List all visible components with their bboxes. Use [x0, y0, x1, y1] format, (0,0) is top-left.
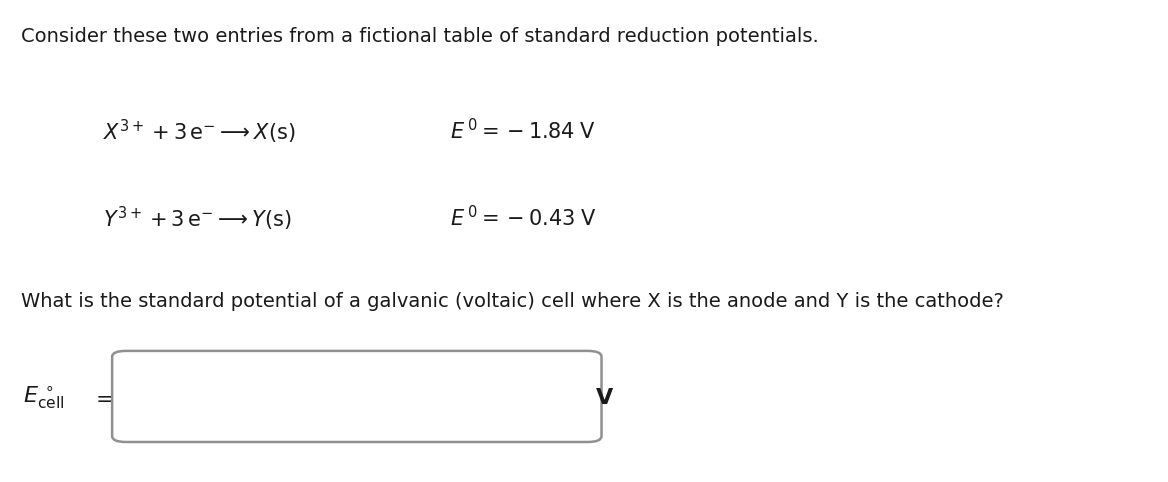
Text: $X^{3+} + 3\,\mathrm{e}^{-} \longrightarrow X\mathrm{(s)}$: $X^{3+} + 3\,\mathrm{e}^{-} \longrightar…: [103, 118, 296, 147]
Text: $E^{\,\circ}_{\mathrm{cell}}$: $E^{\,\circ}_{\mathrm{cell}}$: [23, 384, 65, 411]
Text: $=$: $=$: [91, 388, 113, 408]
FancyBboxPatch shape: [112, 351, 602, 442]
Text: $E^{\,0} = -0.43\;\mathrm{V}$: $E^{\,0} = -0.43\;\mathrm{V}$: [450, 205, 596, 230]
Text: $Y^{3+} + 3\,\mathrm{e}^{-} \longrightarrow Y\mathrm{(s)}$: $Y^{3+} + 3\,\mathrm{e}^{-} \longrightar…: [103, 205, 291, 233]
Text: V: V: [596, 388, 613, 408]
Text: Consider these two entries from a fictional table of standard reduction potentia: Consider these two entries from a fictio…: [21, 27, 819, 45]
Text: What is the standard potential of a galvanic (voltaic) cell where X is the anode: What is the standard potential of a galv…: [21, 292, 1004, 310]
Text: $E^{\,0} = -1.84\;\mathrm{V}$: $E^{\,0} = -1.84\;\mathrm{V}$: [450, 118, 596, 143]
